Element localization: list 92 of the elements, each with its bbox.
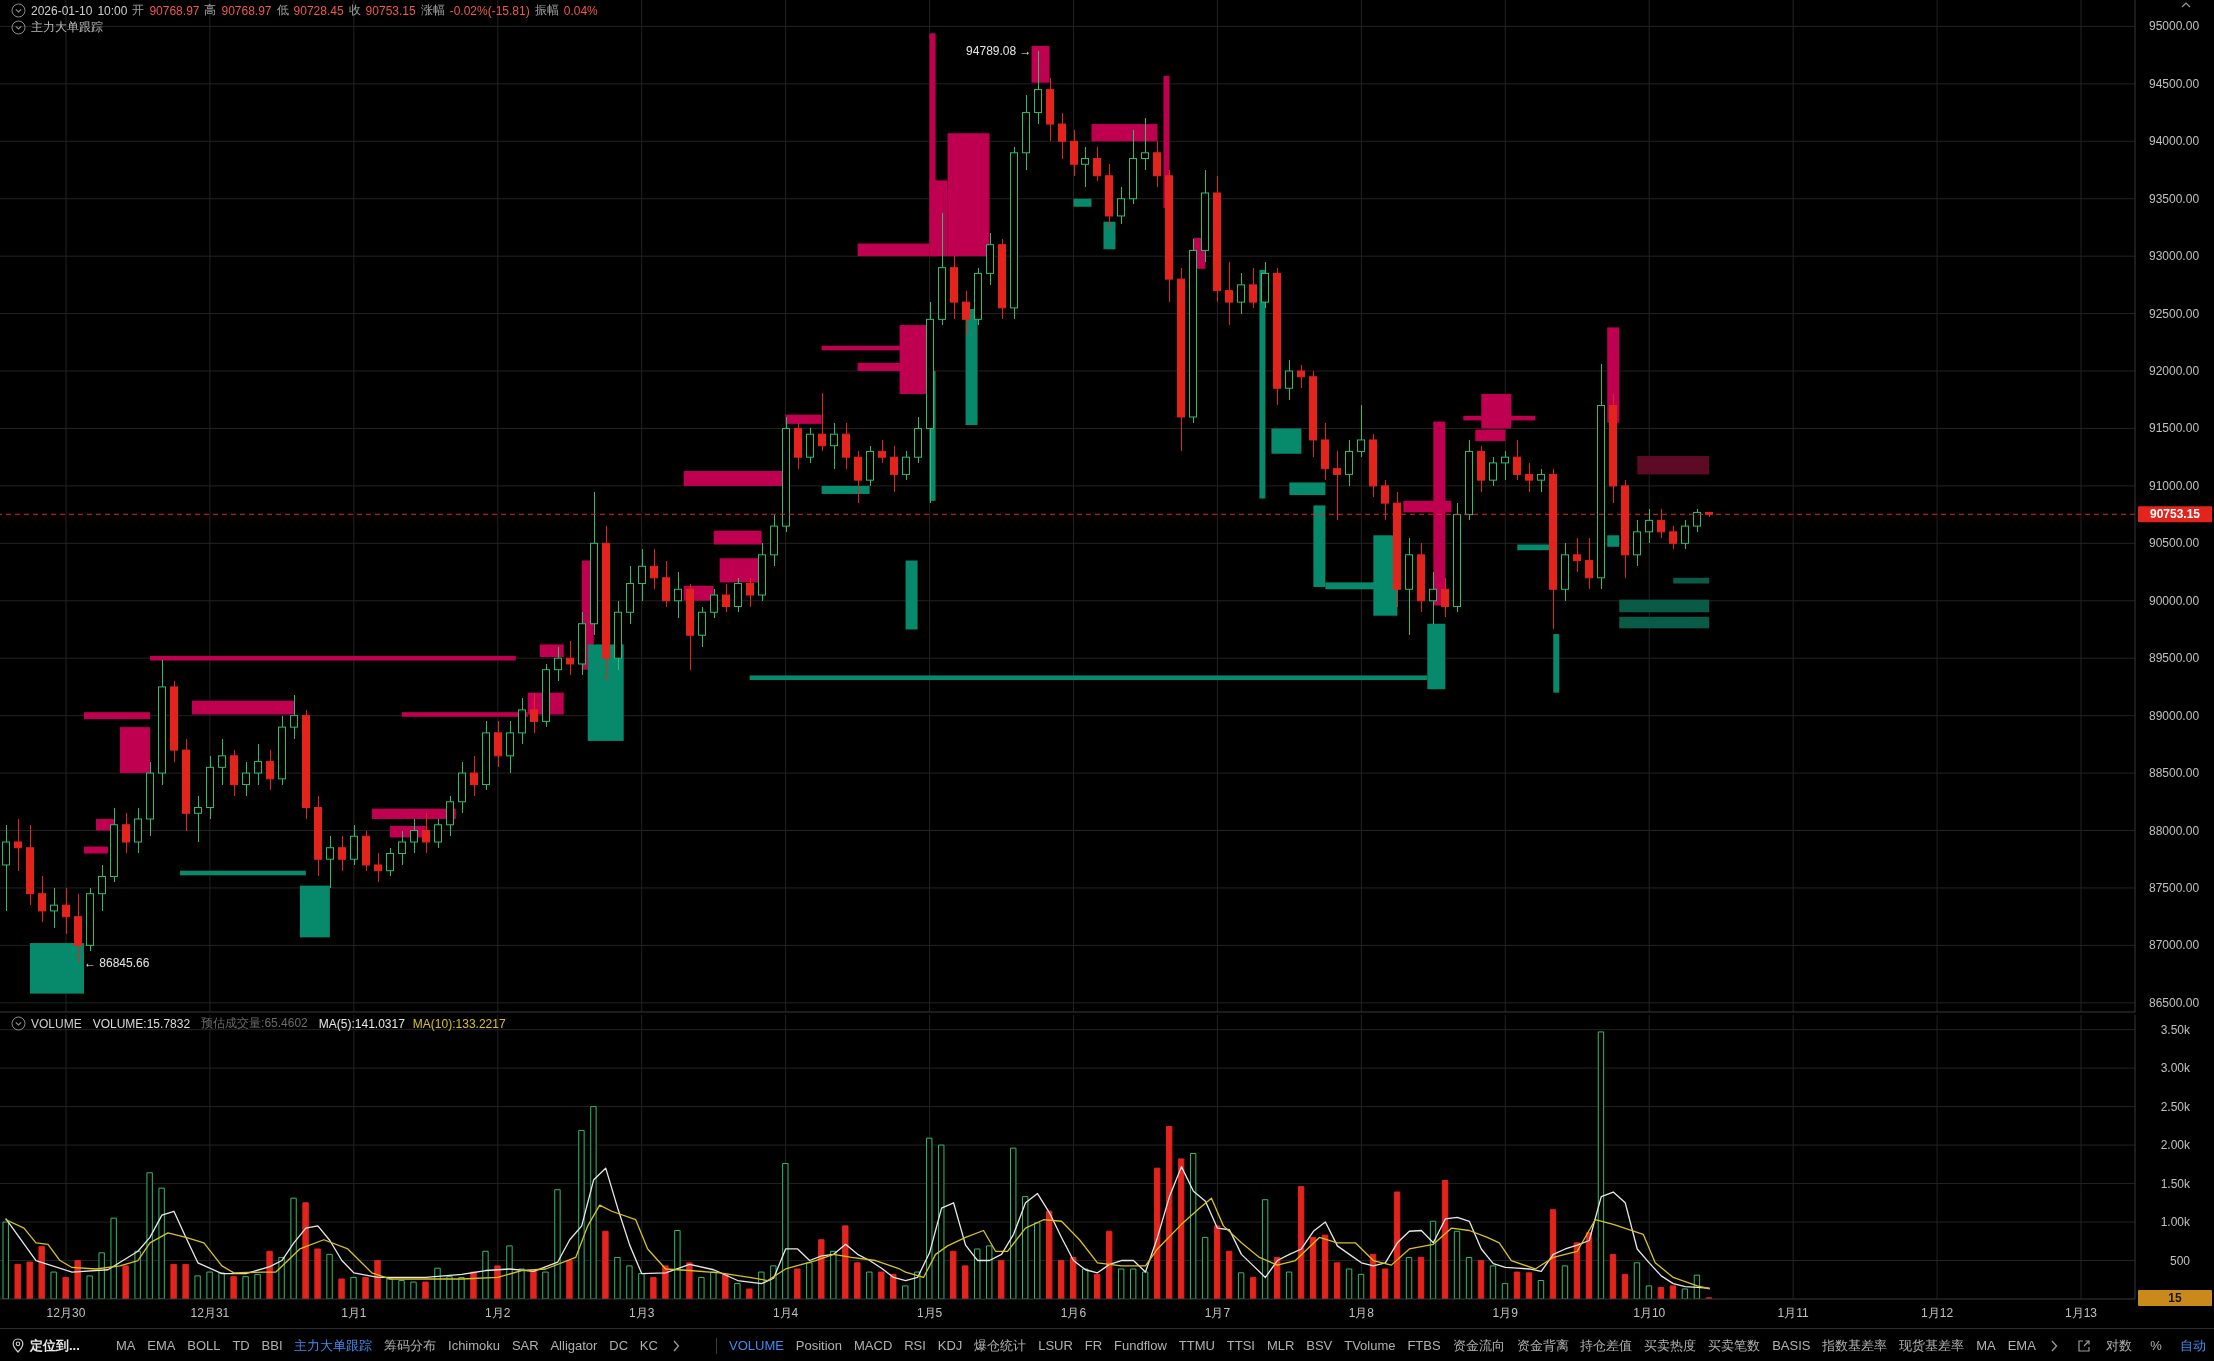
y-tick-label: 2.00k [2160, 1138, 2191, 1153]
text: BBI [261, 1338, 283, 1353]
x-tick-label: 1月2 [485, 1306, 511, 1320]
text: MA [116, 1338, 136, 1353]
text: TVolume [1344, 1338, 1396, 1353]
ref-line-label: 90753.15 [2149, 507, 2201, 522]
text: 对数 [2106, 1336, 2132, 1355]
chart-title: 2026-01-10 10:00 开 90768.97 高 90768.97 低 90728.45 收 90753.15 涨幅 -0.02%(-15.81) 振幅 0.04% [31, 3, 598, 18]
y-tick-label: 93500.00 [2149, 191, 2200, 206]
text: MACD [854, 1338, 893, 1353]
x-tick-label: 1月7 [1204, 1306, 1231, 1320]
text: RSI [904, 1338, 926, 1353]
y-tick-label: 91000.00 [2149, 478, 2200, 493]
text: BASIS [1772, 1338, 1811, 1353]
text: MA(10):133.2217 [412, 1016, 506, 1031]
y-tick-label: 89500.00 [2149, 651, 2200, 666]
y-tick-label: 87500.00 [2149, 880, 2200, 895]
text: VOLUME [729, 1338, 784, 1353]
y-tick-label: 92500.00 [2149, 306, 2200, 321]
text: 自动 [2180, 1336, 2206, 1355]
text: EMA [2007, 1338, 2036, 1353]
y-tick-label: 90500.00 [2149, 536, 2200, 551]
annotation: 预估成交量:65.4602 [201, 1015, 308, 1032]
text: TTSI [1226, 1338, 1255, 1353]
annotation: ← 86845.66 [83, 956, 150, 971]
text: 爆仓统计 [974, 1336, 1027, 1355]
x-tick-label: 1月10 [1633, 1306, 1666, 1320]
y-tick-label: 90000.00 [2149, 593, 2200, 608]
text: Ichimoku [448, 1338, 501, 1353]
x-tick-label: 1月1 [341, 1306, 367, 1320]
text: LSUR [1038, 1338, 1073, 1353]
text: EMA [147, 1338, 176, 1353]
text: DC [609, 1338, 629, 1353]
y-tick-label: 94500.00 [2149, 76, 2200, 91]
text: KC [639, 1338, 658, 1353]
text: Fundflow [1114, 1338, 1167, 1353]
y-tick-label: 89000.00 [2149, 708, 2200, 723]
text: Position [795, 1338, 843, 1353]
text: MLR [1266, 1338, 1295, 1353]
text: Alligator [550, 1338, 598, 1353]
text: BSV [1306, 1338, 1333, 1353]
y-tick-label: 94000.00 [2149, 134, 2200, 149]
y-tick-label: 88500.00 [2149, 766, 2200, 781]
y-tick-label: 93000.00 [2149, 249, 2200, 264]
y-tick-label: 95000.00 [2149, 19, 2200, 34]
y-tick-label: 3.50k [2160, 1022, 2191, 1037]
chart-title: VOLUME [31, 1016, 82, 1031]
y-tick-label: 3.00k [2160, 1061, 2191, 1076]
x-tick-label: 1月4 [772, 1306, 799, 1320]
text: 指数基差率 [1822, 1336, 1888, 1355]
text: 定位到... [30, 1336, 80, 1355]
text: FTBS [1407, 1338, 1441, 1353]
text: % [2150, 1338, 2162, 1353]
y-tick-label: 1.00k [2160, 1215, 2191, 1230]
x-tick-label: 1月13 [2065, 1306, 2098, 1320]
text: 资金流向 [1452, 1336, 1505, 1355]
text: 持仓差值 [1580, 1336, 1633, 1355]
y-tick-label: 2.50k [2160, 1099, 2191, 1114]
text: 筹码分布 [384, 1336, 437, 1355]
x-tick-label: 12月31 [190, 1306, 230, 1320]
text: SAR [511, 1338, 539, 1353]
text: 买卖笔数 [1708, 1336, 1761, 1355]
annotation: 94789.08 → [966, 43, 1032, 58]
text: FR [1084, 1338, 1103, 1353]
y-tick-label: 92000.00 [2149, 364, 2200, 379]
text: BOLL [187, 1338, 221, 1353]
y-tick-label: 500 [2169, 1253, 2191, 1268]
x-tick-label: 1月3 [629, 1306, 655, 1320]
y-tick-label: 86500.00 [2149, 995, 2200, 1010]
text: 买卖热度 [1644, 1336, 1697, 1355]
x-tick-label: 1月11 [1777, 1306, 1810, 1320]
x-tick-label: 1月8 [1348, 1306, 1375, 1320]
text: TTMU [1178, 1338, 1215, 1353]
text: MA(5):141.0317 [318, 1016, 405, 1031]
text: KDJ [937, 1338, 963, 1353]
text: 现货基差率 [1899, 1336, 1965, 1355]
x-tick-label: 1月6 [1060, 1306, 1087, 1320]
y-tick-label: 91500.00 [2149, 421, 2200, 436]
annotation: VOLUME:15.7832 [92, 1016, 191, 1031]
y-tick-label: 88000.00 [2149, 823, 2200, 838]
y-tick-label: 1.50k [2160, 1176, 2191, 1191]
text: 15 [2168, 1291, 2182, 1305]
text: 资金背离 [1516, 1336, 1569, 1355]
x-tick-label: 1月9 [1492, 1306, 1519, 1320]
text: MA [1976, 1338, 1996, 1353]
x-tick-label: 12月30 [46, 1306, 86, 1320]
x-tick-label: 1月12 [1921, 1306, 1954, 1320]
y-tick-label: 87000.00 [2149, 938, 2200, 953]
text: 主力大单跟踪 [31, 19, 103, 36]
text: 主力大单跟踪 [294, 1336, 373, 1355]
text: TD [232, 1338, 250, 1353]
x-tick-label: 1月5 [916, 1306, 943, 1320]
